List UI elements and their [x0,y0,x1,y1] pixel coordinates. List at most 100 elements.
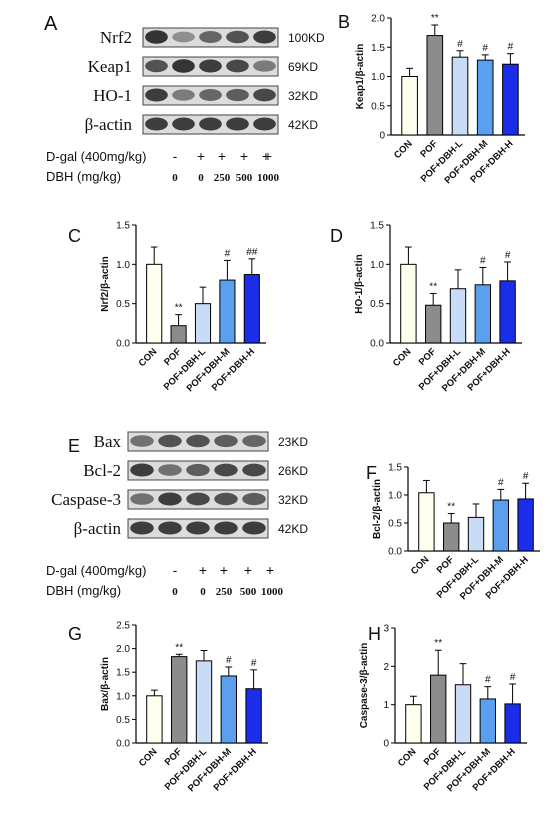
bar [194,303,212,344]
bar [171,656,188,744]
y-tick-label: 0.5 [388,519,402,530]
protein-label: Bax [94,432,122,451]
significance-label: # [482,43,488,54]
bar [195,660,213,744]
y-axis-label: HO-1/β-actin [354,254,365,313]
bar [502,63,519,136]
dgal-value: - [173,562,178,578]
y-tick-label: 0.5 [116,715,130,726]
protein-label: β-actin [74,519,122,538]
significance-label: ** [431,13,439,24]
dbh-value: 0 [200,586,206,598]
panel-label-g: G [68,624,82,644]
bar [492,499,509,552]
dbh-label: DBH (mg/kg) [46,169,121,184]
y-tick-label: 0 [379,131,385,142]
panel-label-c: C [68,226,81,246]
blot-band [214,492,238,506]
blot-band [199,31,222,43]
y-tick-label: 1.5 [116,221,130,232]
y-tick-label: 0.0 [116,339,130,350]
blot-band [130,463,154,477]
band-size-label: 42KD [288,118,318,132]
blot-band [226,117,249,131]
dgal-value: + [266,562,274,578]
significance-label: ** [434,638,442,649]
category-label: POF [162,346,184,368]
bar [517,498,534,552]
western-blot-e: Bax 23KD Bcl-2 26KD Caspase-3 32KD β-actin 42KD… [46,431,308,598]
dbh-value: 500 [236,172,253,184]
blot-band [158,464,182,476]
category-label: POF [163,746,185,768]
bar [499,280,516,344]
protein-label: Caspase-3 [51,490,121,509]
blot-band [145,88,168,102]
blot-band [242,435,266,447]
protein-label: Nrf2 [100,28,132,47]
bar [146,695,163,744]
band-size-label: 100KD [288,31,325,45]
y-tick-label: 1.0 [116,260,130,271]
bar [474,284,491,344]
bar-chart-b: 00.51.01.52.0Keap1/β-actinCON**POF#POF+D… [355,13,525,186]
dbh-value: 0 [198,172,204,184]
dbh-value: 250 [216,586,233,598]
category-label: CON [391,346,414,369]
y-tick-label: 2.5 [116,621,130,632]
blot-band [253,117,276,131]
category-label: POF [435,554,457,576]
band-size-label: 32KD [278,493,308,507]
band-size-label: 42KD [278,522,308,536]
category-label: POF [417,346,439,368]
bar [219,279,236,344]
significance-label: # [508,42,514,53]
significance-label: # [505,250,511,261]
significance-label: # [523,471,529,482]
category-label: CON [137,746,160,769]
dbh-value: 0 [172,172,178,184]
blot-band [226,30,249,44]
band-size-label: 26KD [278,464,308,478]
y-tick-label: 1.0 [371,72,385,83]
dbh-value: 1000 [261,586,284,598]
blot-band [242,492,266,506]
blot-band [130,521,154,535]
blot-band [253,60,276,72]
blot-band [186,492,210,506]
blot-band [199,89,222,101]
category-label: POF [418,138,440,160]
panel-label-f: F [366,463,377,483]
blot-band [130,493,154,505]
dgal-value: + [264,148,272,164]
panel-label-a: A [44,13,58,35]
blot-band [158,492,182,506]
y-tick-label: 1.5 [116,668,130,679]
dbh-label: DBH (mg/kg) [46,583,121,598]
y-tick-label: 2.0 [371,14,385,25]
y-tick-label: 0.5 [371,101,385,112]
dgal-value: + [240,148,248,164]
blot-band [199,59,222,73]
blot-band [186,434,210,448]
bar [476,59,494,136]
y-tick-label: 1.5 [388,463,402,474]
dbh-value: 0 [172,586,178,598]
blot-band [145,59,168,73]
blot-band [253,88,276,102]
blot-band [199,117,222,131]
y-tick-label: 0.0 [116,739,130,750]
significance-label: # [510,672,516,683]
protein-label: Bcl-2 [83,461,121,480]
bar-chart-g: 0.00.51.01.52.02.5Bax/β-actinCON**POFPOF… [100,621,268,794]
y-tick-label: 0.0 [370,339,384,350]
panel-label-e: E [68,436,80,456]
y-axis-label: Bcl-2/β-actin [372,479,383,539]
bar [426,35,444,136]
y-tick-label: 0 [383,739,389,750]
y-tick-label: 0.5 [116,299,130,310]
dgal-label: D-gal (400mg/kg) [46,563,146,578]
blot-band [172,31,195,43]
significance-label: # [225,248,231,259]
significance-label: ** [429,281,437,292]
